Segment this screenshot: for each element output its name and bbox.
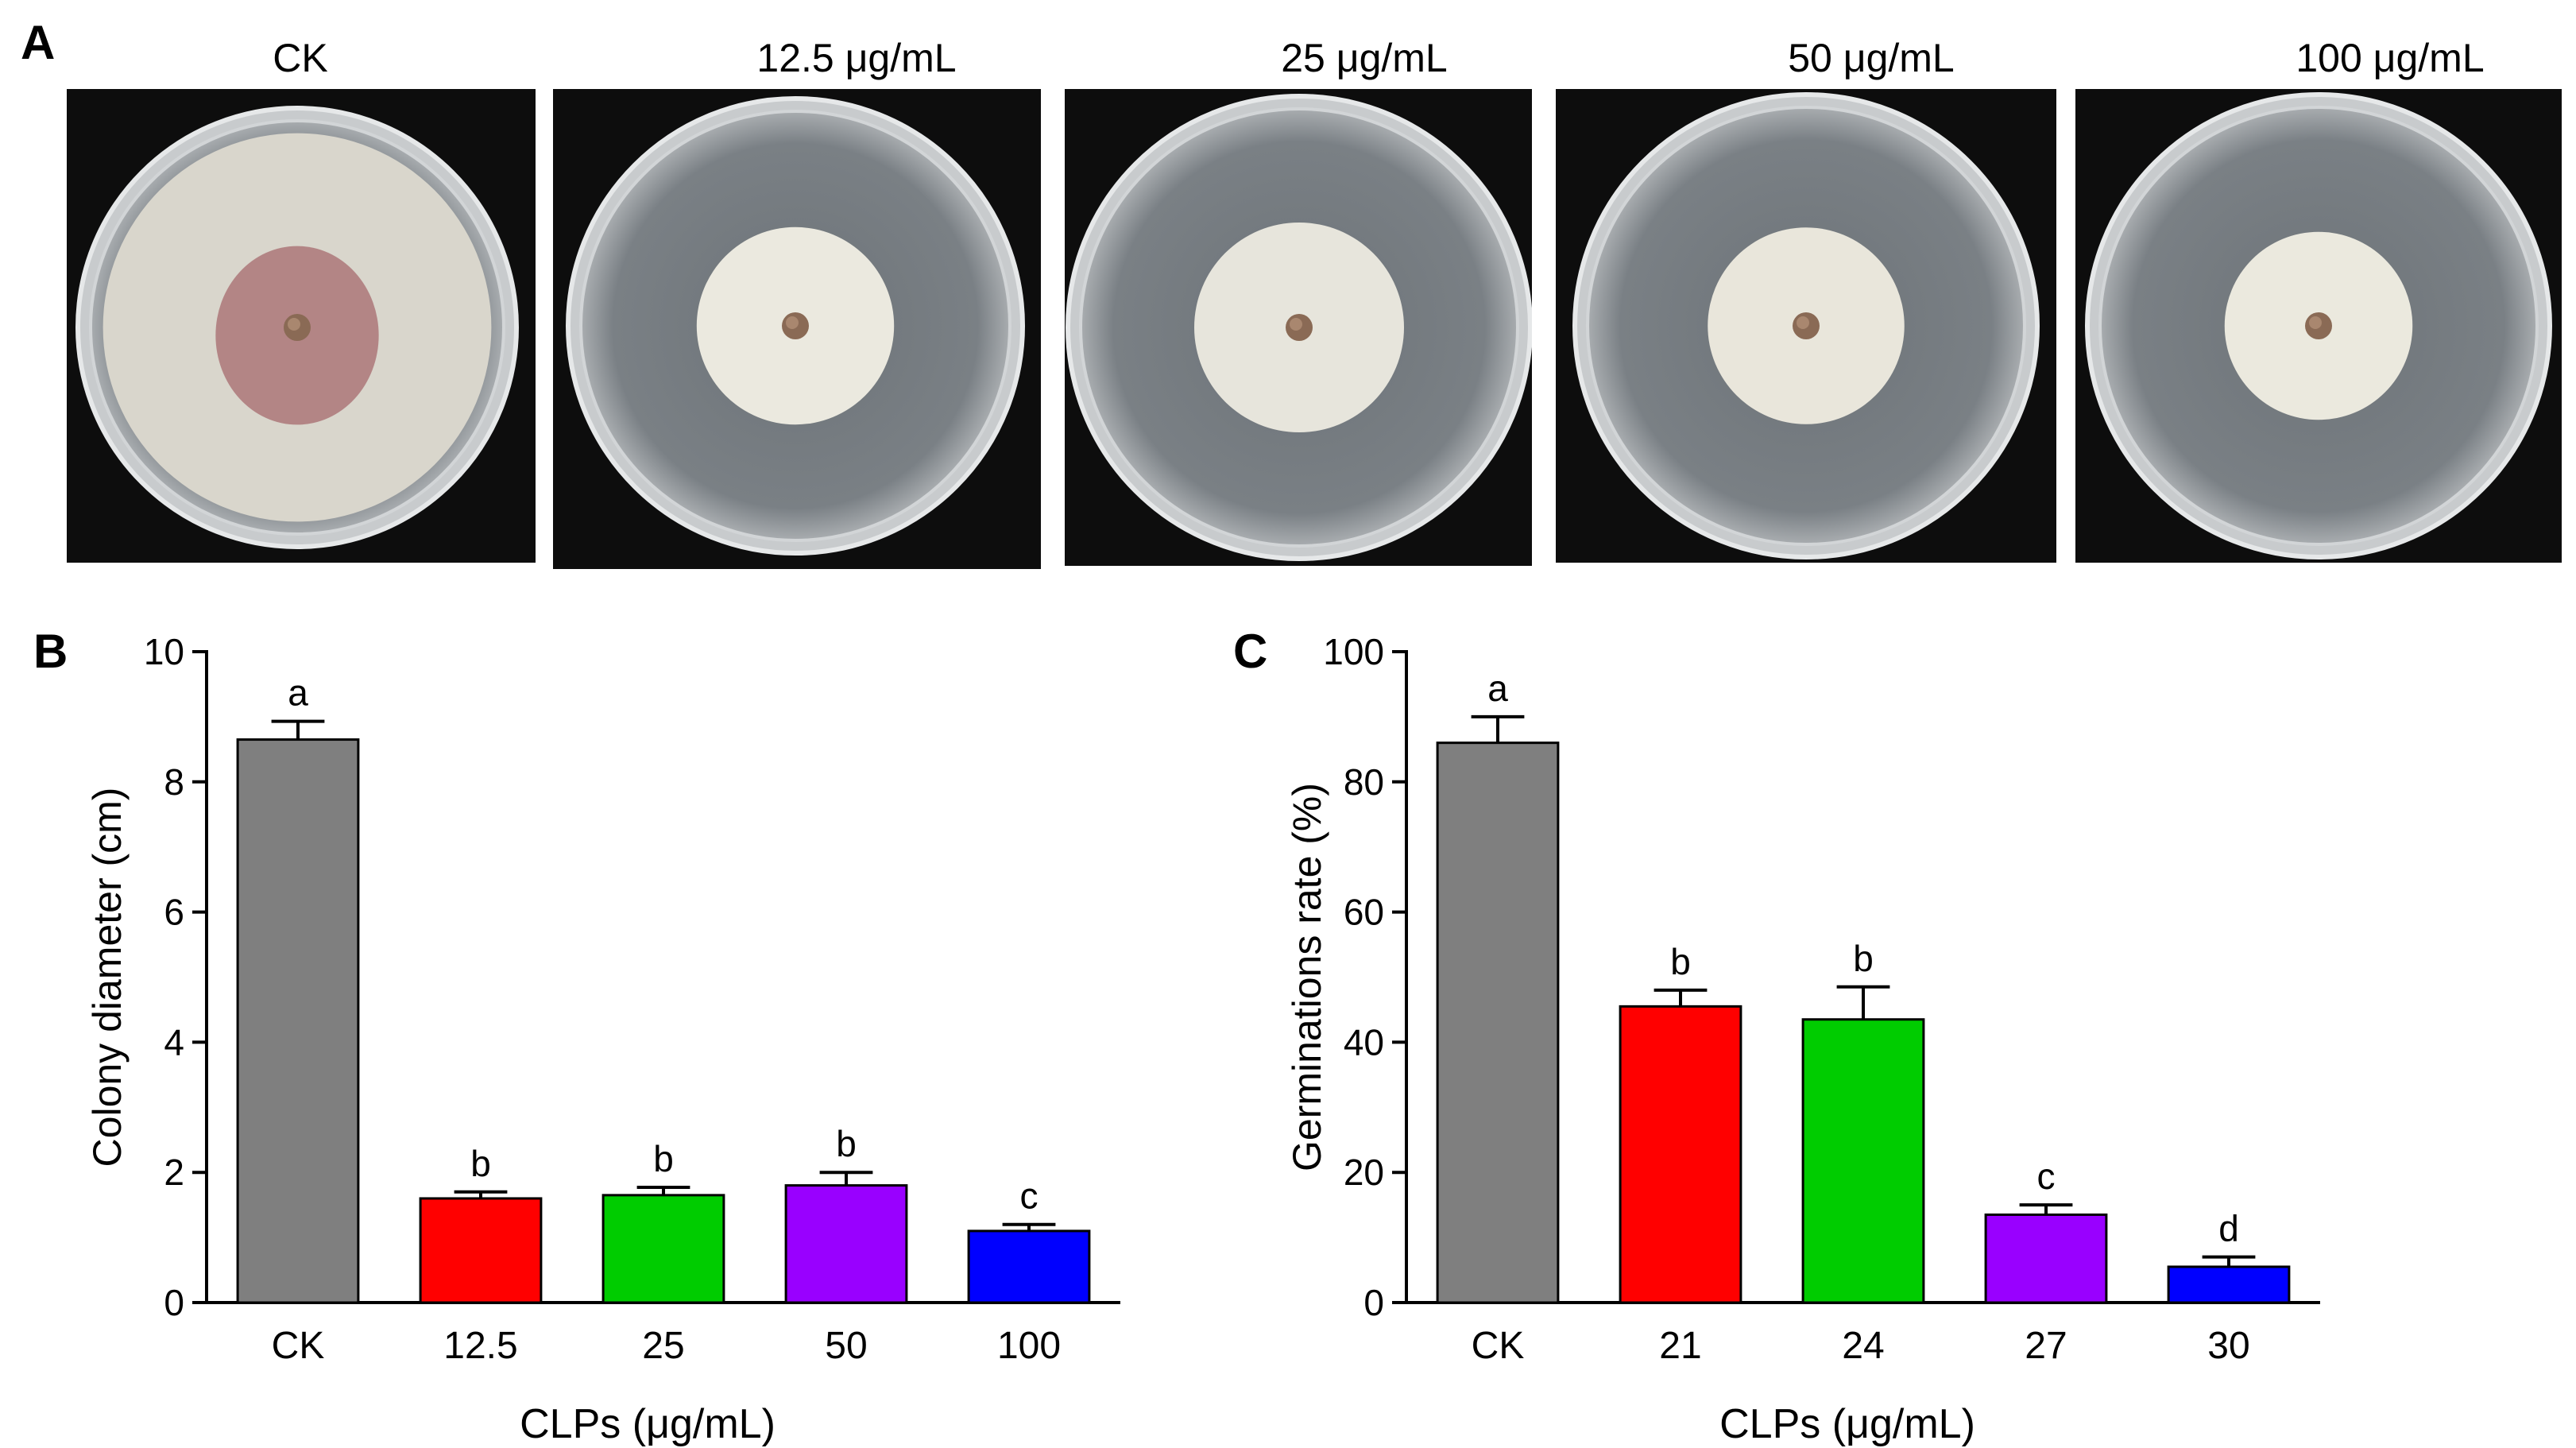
x-axis-label: CLPs (μg/mL): [520, 1401, 776, 1447]
panel-a-letter: A: [21, 16, 56, 69]
y-axis-label: Germinations rate (%): [1285, 783, 1329, 1171]
bar: [1436, 741, 1560, 1304]
petri-dish: [1572, 92, 2040, 559]
significance-letter: b: [836, 1123, 857, 1164]
panel-b-letter: B: [33, 625, 68, 678]
y-tick-label: 10: [144, 631, 184, 672]
x-tick-label: 27: [2025, 1325, 2067, 1367]
x-tick-label: 30: [2207, 1325, 2249, 1367]
y-tick-label: 0: [1363, 1282, 1384, 1323]
petri-dish-photo: [1556, 89, 2056, 563]
petri-dish-photo: [1065, 89, 1532, 566]
plate-label: 25 μg/mL: [1281, 36, 1448, 80]
y-tick-label: 40: [1344, 1021, 1384, 1063]
y-tick-label: 20: [1344, 1152, 1384, 1193]
significance-letter: a: [288, 672, 308, 714]
significance-letter: c: [2037, 1156, 2056, 1197]
x-tick-label: 21: [1659, 1325, 1701, 1367]
bar: [601, 1194, 725, 1304]
plate-label: CK: [273, 36, 328, 80]
x-axis-label: CLPs (μg/mL): [1719, 1401, 1975, 1447]
bar: [1619, 1005, 1742, 1304]
colony-diameter-chart: 0 2 4 6 8 10 a CK b 12.5 b 25 b 50 c 100 CLPs (μg/mL) Col…: [85, 631, 1120, 1447]
panel-c-letter: C: [1233, 625, 1268, 678]
significance-letter: b: [470, 1143, 491, 1184]
bar: [784, 1184, 908, 1304]
y-tick-label: 8: [164, 761, 184, 803]
y-tick-label: 0: [164, 1282, 184, 1323]
significance-letter: d: [2218, 1208, 2239, 1249]
y-tick-label: 4: [164, 1021, 184, 1063]
plate-label: 50 μg/mL: [1788, 36, 1955, 80]
x-tick-label: 100: [997, 1325, 1061, 1367]
plate-label: 100 μg/mL: [2296, 36, 2485, 80]
petri-dish: [2085, 92, 2552, 559]
significance-letter: b: [1853, 938, 1874, 979]
x-tick-label: CK: [1472, 1325, 1525, 1367]
y-tick-label: 100: [1323, 631, 1384, 672]
bar: [1801, 1018, 1925, 1304]
bar: [967, 1229, 1091, 1304]
x-tick-label: 24: [1842, 1325, 1884, 1367]
x-tick-label: 25: [642, 1325, 684, 1367]
y-tick-label: 6: [164, 892, 184, 933]
bar: [419, 1197, 543, 1304]
y-axis-label: Colony diameter (cm): [85, 788, 130, 1167]
x-tick-label: CK: [272, 1325, 325, 1367]
bar: [236, 738, 360, 1304]
y-tick-label: 60: [1344, 892, 1384, 933]
petri-dish: [566, 96, 1025, 556]
petri-dish-photo: [2075, 89, 2562, 563]
significance-letter: a: [1487, 668, 1508, 709]
y-tick-label: 80: [1344, 761, 1384, 803]
germination-rate-chart: 0 20 40 60 80 100 a CK b 21 b 24 c 27 d 30 CLPs (μg/mL) G…: [1285, 631, 2320, 1447]
x-tick-label: 50: [825, 1325, 867, 1367]
significance-letter: b: [653, 1138, 674, 1179]
significance-letter: c: [1020, 1175, 1039, 1217]
x-tick-label: 12.5: [443, 1325, 517, 1367]
petri-dish-photo: [553, 89, 1041, 569]
petri-dish-photo: [67, 89, 536, 563]
petri-dish: [1066, 94, 1532, 561]
significance-letter: b: [1670, 941, 1691, 982]
plate-label: 12.5 μg/mL: [756, 36, 957, 80]
bar: [2167, 1265, 2291, 1304]
bar: [1984, 1213, 2108, 1304]
petri-dish: [75, 106, 519, 549]
y-tick-label: 2: [164, 1152, 184, 1193]
